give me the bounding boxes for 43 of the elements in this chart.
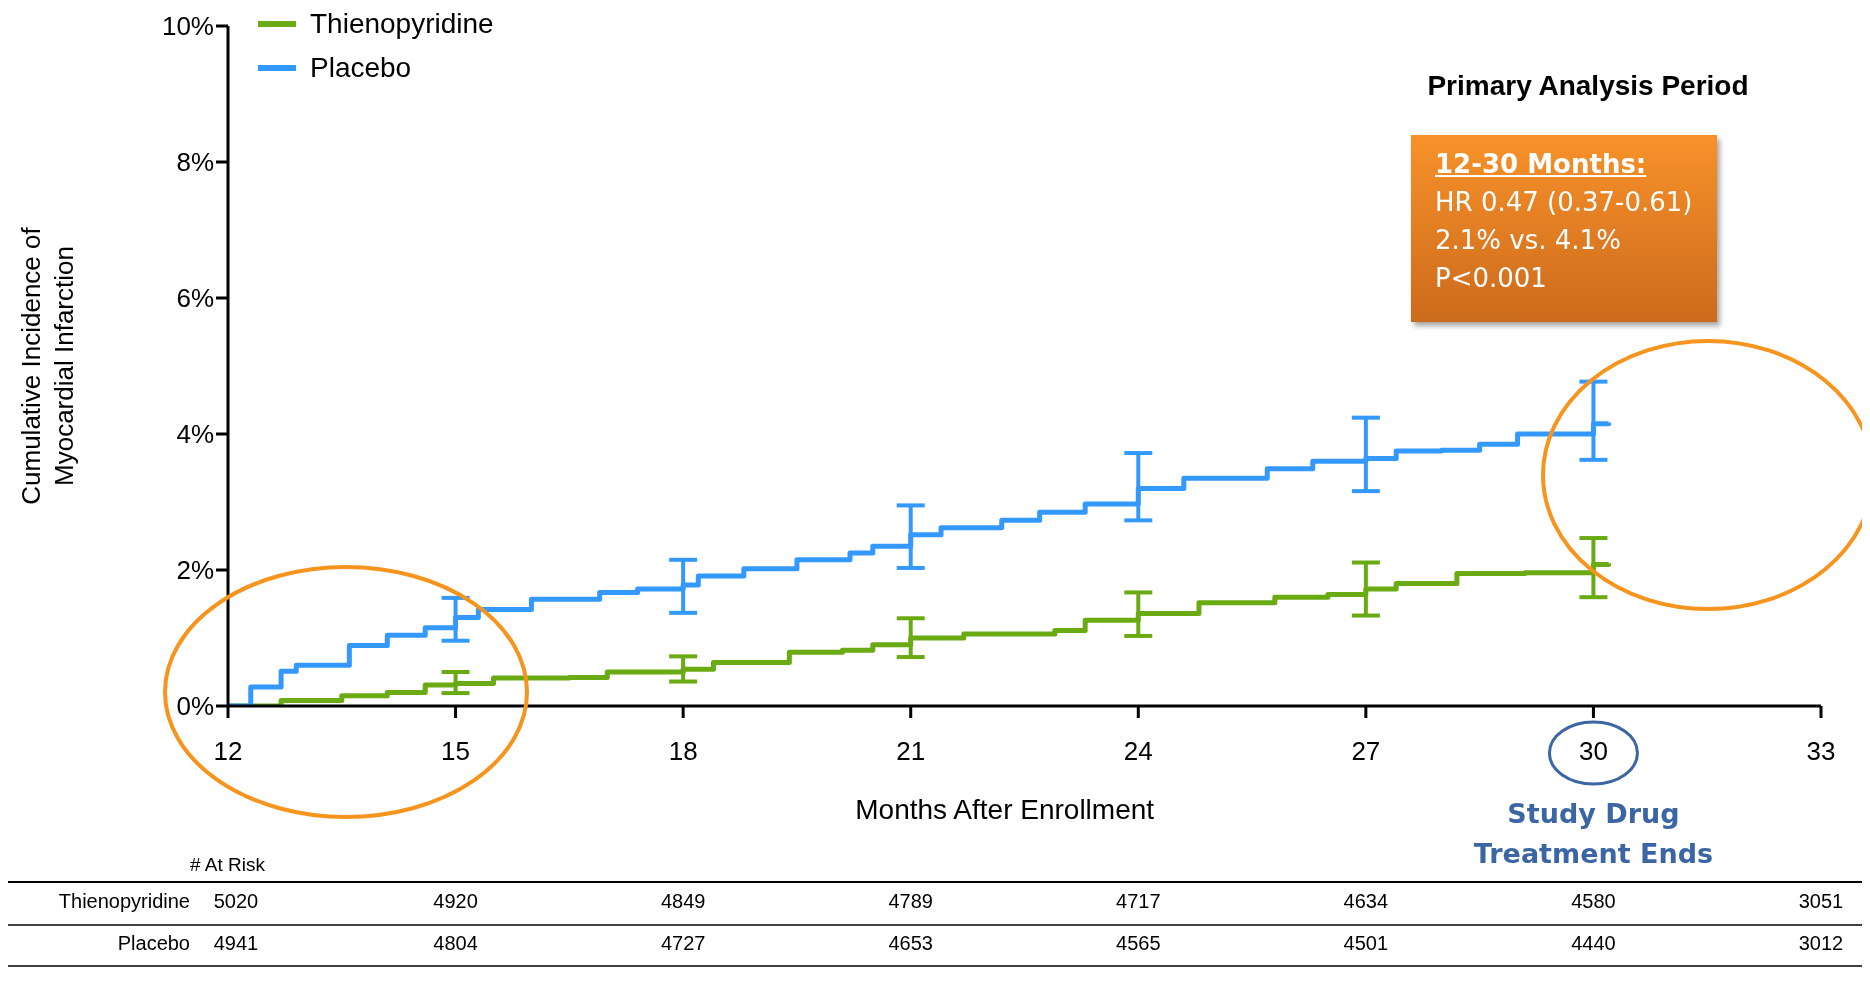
text: # At Risk	[190, 854, 265, 876]
text: 3051	[1797, 890, 1845, 913]
text: Placebo	[117, 932, 190, 955]
y-axis-title: Cumulative Incidence of Myocardial Infarction	[15, 226, 80, 507]
text: 4941	[212, 932, 260, 955]
y-tick-label: 8%	[176, 147, 214, 178]
annotation: HR 0.47 (0.37-0.61)	[1435, 186, 1693, 219]
annotation: Primary Analysis Period	[1426, 70, 1750, 102]
y-tick-label: 6%	[176, 283, 214, 314]
y-tick-label: 0%	[176, 691, 214, 722]
text: 4717	[1115, 890, 1162, 913]
text: 4634	[1342, 890, 1390, 913]
x-tick-label: 15	[441, 736, 471, 767]
legend-label: Placebo	[310, 51, 412, 85]
x-tick-label: 27	[1351, 736, 1381, 767]
text: 4789	[887, 890, 934, 913]
x-tick-label: 30	[1578, 736, 1608, 767]
y-tick-label: 4%	[176, 419, 214, 450]
text: 4653	[887, 932, 934, 955]
text: 4727	[659, 932, 707, 955]
text: 4565	[1115, 932, 1162, 955]
text: Study Drug Treatment Ends	[1473, 797, 1714, 871]
text: 4920	[432, 890, 479, 913]
text: Thienopyridine	[58, 890, 190, 913]
y-tick-label: 2%	[176, 555, 214, 586]
annotation: P<0.001	[1435, 262, 1548, 295]
x-tick-label: 12	[213, 736, 243, 767]
text: 3012	[1797, 932, 1845, 955]
text: 4580	[1570, 890, 1617, 913]
text: 5020	[212, 890, 260, 913]
x-tick-label: 21	[896, 736, 926, 767]
legend-label: Thienopyridine	[310, 7, 494, 41]
x-tick-label: 33	[1806, 736, 1836, 767]
x-axis-title: Months After Enrollment	[854, 794, 1156, 826]
text: 4440	[1570, 932, 1617, 955]
text: 4804	[432, 932, 479, 955]
text: 4849	[659, 890, 707, 913]
annotation: 2.1% vs. 4.1%	[1435, 224, 1622, 257]
y-tick-label: 10%	[161, 11, 214, 42]
text: 4501	[1342, 932, 1390, 955]
x-tick-label: 18	[668, 736, 698, 767]
annotation: 12-30 Months:	[1435, 148, 1648, 181]
x-tick-label: 24	[1123, 736, 1153, 767]
